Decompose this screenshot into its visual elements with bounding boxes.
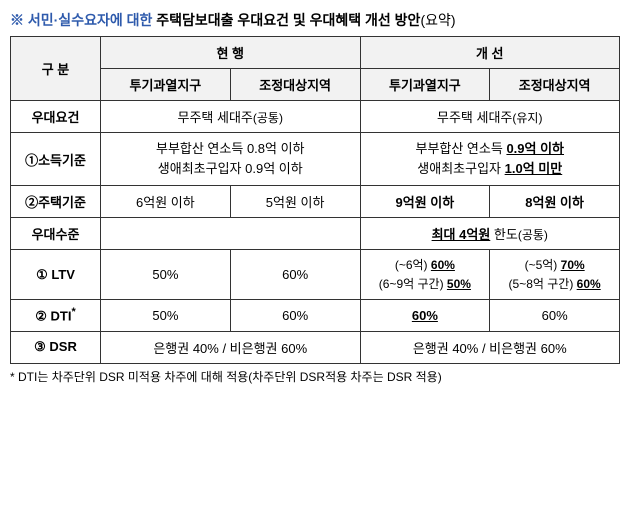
head-current-zoneB: 조정대상지역 (230, 69, 360, 101)
ltv-iB-l2b: 60% (577, 277, 601, 291)
footnote: * DTI는 차주단위 DSR 미적용 차주에 대해 적용(차주단위 DSR적용… (10, 368, 620, 385)
ltv-iA-l1a: (~6억) (395, 258, 431, 272)
ltv-iB-l1a: (~5억) (525, 258, 561, 272)
ltv-cB: 60% (230, 250, 360, 300)
title-rest: 주택담보대출 우대요건 및 우대혜택 개선 방안 (156, 12, 420, 28)
dsr-current: 은행권 40% / 비은행권 60% (101, 331, 361, 363)
req-current-paren: (공통) (253, 111, 283, 125)
row-ltv: ① LTV 50% 60% (~6억) 60% (6~9억 구간) 50% (~… (11, 250, 620, 300)
row-requirement-improved: 무주택 세대주(유지) (360, 101, 620, 133)
income-c-l2a: 생애최초구입자 (158, 161, 245, 176)
head-improved: 개 선 (360, 37, 620, 69)
income-i-l1b: 0.9억 이하 (506, 141, 564, 156)
house-cA: 6억원 이하 (101, 186, 231, 218)
ltv-iB: (~5억) 70% (5~8억 구간) 60% (490, 250, 620, 300)
house-iB: 8억원 이하 (490, 186, 620, 218)
house-cB: 5억원 이하 (230, 186, 360, 218)
ltv-iB-l1b: 70% (561, 258, 585, 272)
dti-cA: 50% (101, 300, 231, 331)
dti-star: * (72, 306, 76, 318)
row-level-label: 우대수준 (11, 218, 101, 250)
dti-label-text: ② DTI (35, 309, 71, 324)
row-ltv-label: ① LTV (11, 250, 101, 300)
row-income-current: 부부합산 연소득 0.8억 이하 생애최초구입자 0.9억 이하 (101, 133, 361, 186)
row-income: ①소득기준 부부합산 연소득 0.8억 이하 생애최초구입자 0.9억 이하 부… (11, 133, 620, 186)
req-improved-paren: (유지) (512, 111, 542, 125)
income-i-l1a: 부부합산 연소득 (415, 141, 506, 156)
row-requirement-label: 우대요건 (11, 101, 101, 133)
row-income-label: ①소득기준 (11, 133, 101, 186)
house-iA: 9억원 이하 (360, 186, 490, 218)
ltv-iA-l2b: 50% (447, 277, 471, 291)
req-improved-main: 무주택 세대주 (437, 110, 512, 125)
row-dsr: ③ DSR 은행권 40% / 비은행권 60% 은행권 40% / 비은행권 … (11, 331, 620, 363)
ltv-iA-l2a: (6~9억 구간) (379, 277, 447, 291)
row-level-improved: 최대 4억원 한도(공통) (360, 218, 620, 250)
income-c-l2b: 0.9억 이하 (245, 161, 303, 176)
level-i-rest: 한도 (490, 227, 518, 242)
ltv-iA: (~6억) 60% (6~9억 구간) 50% (360, 250, 490, 300)
head-improved-zoneB: 조정대상지역 (490, 69, 620, 101)
head-current: 현 행 (101, 37, 361, 69)
comparison-table: 구 분 현 행 개 선 투기과열지구 조정대상지역 투기과열지구 조정대상지역 … (10, 36, 620, 364)
dti-iA: 60% (360, 300, 490, 331)
row-level: 우대수준 최대 4억원 한도(공통) (11, 218, 620, 250)
income-c-l1a: 부부합산 연소득 (156, 141, 247, 156)
head-improved-zoneA: 투기과열지구 (360, 69, 490, 101)
row-requirement-current: 무주택 세대주(공통) (101, 101, 361, 133)
row-house-label: ②주택기준 (11, 186, 101, 218)
title-lead: ※ 서민·실수요자에 대한 (10, 12, 152, 28)
req-current-main: 무주택 세대주 (178, 110, 253, 125)
level-i-u: 최대 4억원 (432, 227, 491, 242)
ltv-iB-l2a: (5~8억 구간) (509, 277, 577, 291)
dti-cB: 60% (230, 300, 360, 331)
row-income-improved: 부부합산 연소득 0.9억 이하 생애최초구입자 1.0억 미만 (360, 133, 620, 186)
income-i-l2b: 1.0억 미만 (505, 161, 563, 176)
ltv-iA-l1b: 60% (431, 258, 455, 272)
dsr-improved: 은행권 40% / 비은행권 60% (360, 331, 620, 363)
title-paren: (요약) (420, 12, 455, 28)
title: ※ 서민·실수요자에 대한 주택담보대출 우대요건 및 우대혜택 개선 방안(요… (10, 10, 620, 30)
row-house: ②주택기준 6억원 이하 5억원 이하 9억원 이하 8억원 이하 (11, 186, 620, 218)
row-dti-label: ② DTI* (11, 300, 101, 331)
row-dsr-label: ③ DSR (11, 331, 101, 363)
level-i-paren: (공통) (518, 228, 548, 242)
row-level-current (101, 218, 361, 250)
row-requirement: 우대요건 무주택 세대주(공통) 무주택 세대주(유지) (11, 101, 620, 133)
head-division: 구 분 (11, 37, 101, 101)
row-dti: ② DTI* 50% 60% 60% 60% (11, 300, 620, 331)
income-i-l2a: 생애최초구입자 (417, 161, 504, 176)
income-c-l1b: 0.8억 이하 (247, 141, 305, 156)
dti-iB: 60% (490, 300, 620, 331)
head-current-zoneA: 투기과열지구 (101, 69, 231, 101)
ltv-cA: 50% (101, 250, 231, 300)
